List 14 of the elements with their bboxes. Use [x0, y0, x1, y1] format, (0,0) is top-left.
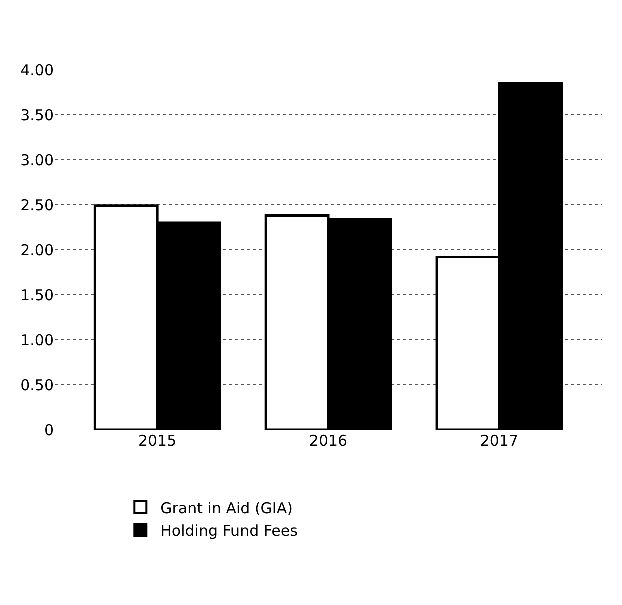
x-tick-label: 2015 [138, 432, 177, 450]
y-tick-label: 0 [44, 421, 54, 440]
y-tick-label: 2.00 [20, 241, 54, 260]
y-tick-label: 1.50 [20, 286, 54, 304]
legend-label: Grant in Aid (GIA) [160, 499, 293, 518]
x-tick-label: 2016 [309, 432, 348, 450]
y-tick-label: 3.00 [20, 151, 54, 170]
y-tick-label: 3.50 [20, 106, 54, 124]
y-tick-label: 4.00 [20, 61, 54, 80]
y-tick-label: 2.50 [20, 196, 54, 214]
y-tick-label: 0.50 [20, 376, 54, 394]
x-tick-label: 2017 [480, 432, 519, 450]
legend-label: Holding Fund Fees [160, 522, 298, 540]
y-tick-label: 1.00 [20, 331, 54, 350]
